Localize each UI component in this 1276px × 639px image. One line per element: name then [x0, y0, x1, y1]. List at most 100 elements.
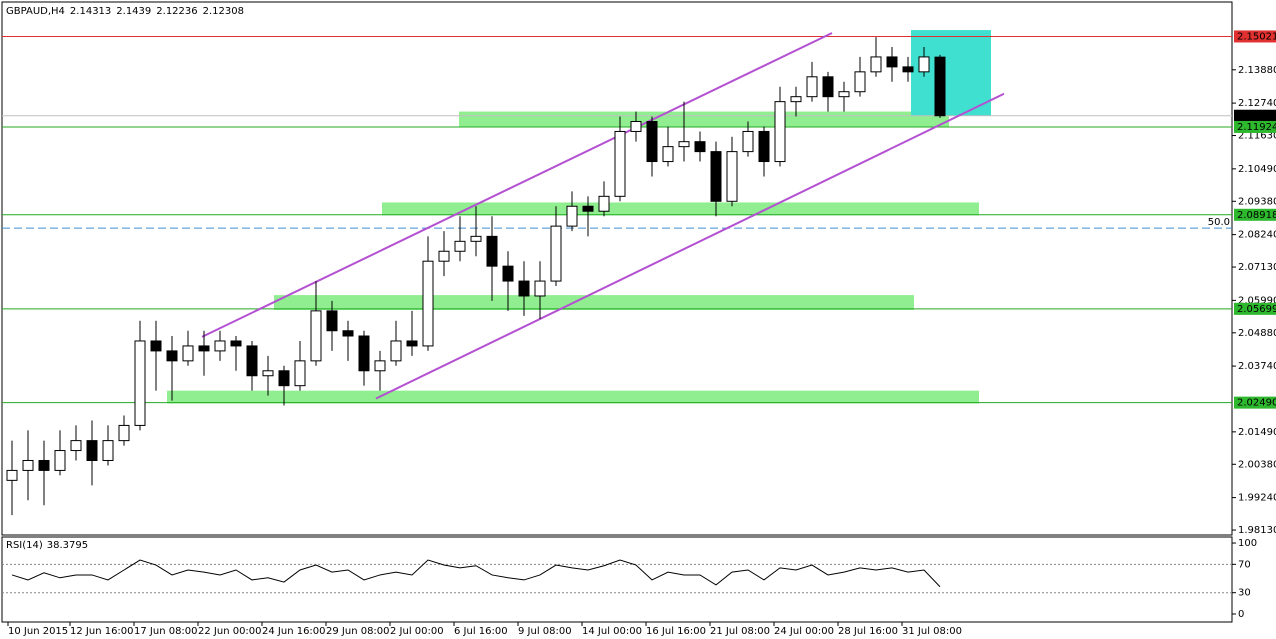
candle-body — [326, 310, 338, 332]
candle-body — [102, 440, 114, 461]
candle-body — [886, 56, 898, 68]
last-bar-value: 2.1439 — [116, 6, 151, 17]
y-tick-label: 2.10490 — [1238, 164, 1276, 175]
candle-body — [342, 330, 354, 337]
candle-body — [38, 459, 50, 471]
price-level-label-bg — [1234, 109, 1276, 122]
candle-body — [262, 370, 274, 377]
y-tick-label: 2.13880 — [1238, 65, 1276, 76]
y-tick-label: 2.09380 — [1238, 196, 1276, 207]
rsi-line — [11, 559, 941, 588]
x-tick-label: 14 Jul 00:00 — [582, 626, 642, 637]
candle-body — [710, 151, 722, 202]
support-zone — [459, 111, 949, 128]
price-level-label-bg — [1234, 396, 1276, 409]
rsi-y-tick-label: 30 — [1238, 588, 1251, 599]
candle-body — [86, 440, 98, 461]
x-tick-label: 12 Jun 16:00 — [70, 626, 134, 637]
candle-body — [822, 76, 834, 98]
x-tick-label: 16 Jul 16:00 — [646, 626, 706, 637]
x-tick-label: 9 Jul 08:00 — [518, 626, 572, 637]
rsi-panel — [1, 536, 1233, 623]
candle-body — [486, 235, 498, 267]
candle-body — [918, 56, 930, 73]
candle-body — [438, 250, 450, 262]
candle-body — [566, 205, 578, 227]
candle-body — [678, 141, 690, 148]
candle-body — [534, 280, 546, 297]
candle-body — [198, 345, 210, 352]
price-level-label-bg — [1234, 30, 1276, 43]
y-tick-label: 2.04880 — [1238, 328, 1276, 339]
candle-body — [150, 340, 162, 352]
candle-body — [182, 345, 194, 362]
candle-body — [550, 225, 562, 282]
y-tick-label: 2.01490 — [1238, 427, 1276, 438]
candle-body — [694, 141, 706, 153]
candle-body — [902, 66, 914, 73]
candle-body — [406, 340, 418, 347]
y-tick-label: 2.11630 — [1238, 131, 1276, 142]
y-tick-label: 2.03740 — [1238, 361, 1276, 372]
rsi-title: RSI(14) — [6, 540, 43, 551]
x-tick-label: 21 Jul 08:00 — [710, 626, 770, 637]
x-tick-label: 10 Jun 2015 — [8, 626, 68, 637]
candle-body — [134, 340, 146, 426]
y-tick-label: 2.07130 — [1238, 262, 1276, 273]
y-tick-label: 1.98130 — [1238, 525, 1276, 536]
candle-body — [646, 121, 658, 163]
candle-body — [54, 450, 66, 471]
candle-body — [662, 146, 674, 163]
price-level-label: 2.12308 — [1237, 111, 1276, 122]
y-tick-label: 2.12740 — [1238, 98, 1276, 109]
x-tick-label: 28 Jul 16:00 — [838, 626, 898, 637]
rsi-y-tick-label: 100 — [1238, 538, 1257, 549]
candle-body — [790, 96, 802, 103]
price-level-label: 2.05699 — [1237, 304, 1276, 315]
rsi-y-tick-label: 70 — [1238, 559, 1251, 570]
price-level-label-bg — [1234, 302, 1276, 315]
y-tick-label: 2.05990 — [1238, 295, 1276, 306]
channel-line — [201, 32, 833, 338]
rsi-header: RSI(14) 38.3795 — [6, 540, 88, 551]
price-level-label-bg — [1234, 120, 1276, 133]
candle-body — [278, 370, 290, 387]
last-bar-value: 2.12236 — [156, 6, 197, 17]
candle-body — [838, 91, 850, 98]
channel-line — [375, 92, 1005, 400]
candle-body — [390, 340, 402, 362]
x-tick-label: 6 Jul 16:00 — [454, 626, 508, 637]
price-level-label: 2.11924 — [1237, 122, 1276, 133]
y-tick-label: 2.08240 — [1238, 230, 1276, 241]
candle-body — [358, 335, 370, 372]
candle-body — [806, 76, 818, 98]
candle-body — [70, 440, 82, 452]
rsi-last-value: 38.3795 — [47, 540, 88, 551]
candle-body — [294, 360, 306, 387]
price-level-label: 2.02490 — [1237, 398, 1276, 409]
candle-body — [118, 424, 130, 442]
candle-body — [774, 101, 786, 163]
candle-body — [22, 459, 34, 471]
candle-body — [470, 235, 482, 242]
candle-body — [582, 205, 594, 212]
price-panel — [1, 1, 1233, 536]
x-tick-label: 31 Jul 08:00 — [902, 626, 962, 637]
support-zone — [274, 295, 914, 310]
candle-body — [310, 310, 322, 362]
candle-body — [246, 345, 258, 377]
last-bar-value: 2.14313 — [70, 6, 111, 17]
candle-body — [166, 350, 178, 362]
x-tick-label: 17 Jun 08:00 — [134, 626, 198, 637]
candle-body — [454, 240, 466, 252]
candle-body — [518, 280, 530, 297]
price-level-label-bg — [1234, 208, 1276, 221]
candle-body — [214, 340, 226, 352]
candle-body — [758, 130, 770, 163]
x-tick-label: 22 Jun 00:00 — [198, 626, 262, 637]
y-tick-label: 2.00380 — [1238, 459, 1276, 470]
support-zone — [167, 390, 979, 404]
fib-level-label: 50.0 — [1208, 217, 1230, 228]
